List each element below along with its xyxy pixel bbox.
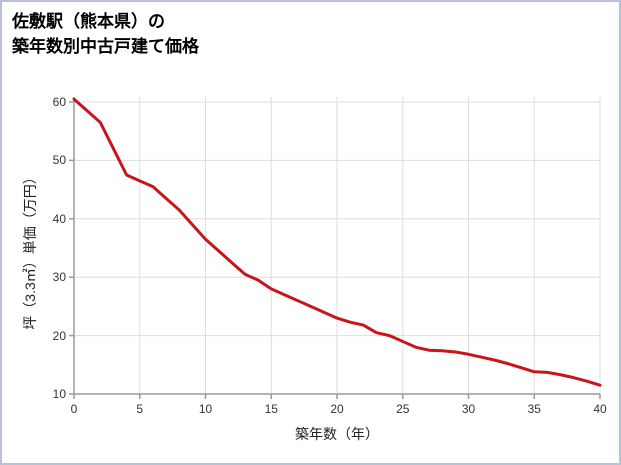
x-tick-label: 25 <box>396 402 410 416</box>
y-tick-label: 10 <box>52 387 66 401</box>
y-tick-label: 60 <box>52 95 66 109</box>
y-tick-label: 20 <box>52 328 66 343</box>
x-tick-label: 15 <box>264 402 278 416</box>
chart-title-line1: 佐敷駅（熊本県）の <box>12 12 165 31</box>
y-tick-label: 40 <box>52 211 66 226</box>
y-tick-label: 50 <box>52 153 66 168</box>
x-tick-label: 40 <box>593 402 607 416</box>
chart-title: 佐敷駅（熊本県）の 築年数別中古戸建て価格 <box>12 10 199 59</box>
y-tick-label: 30 <box>52 270 66 285</box>
x-tick-label: 10 <box>198 402 213 416</box>
x-tick-label: 30 <box>461 402 476 416</box>
x-tick-label: 0 <box>70 402 78 416</box>
chart-title-line2: 築年数別中古戸建て価格 <box>12 36 199 56</box>
x-axis-label: 築年数（年） <box>295 426 379 442</box>
x-tick-label: 20 <box>330 402 344 416</box>
y-axis-label: 坪（3.3㎡）単価（万円） <box>22 170 38 330</box>
x-tick-label: 35 <box>527 402 541 416</box>
price-line <box>72 97 602 387</box>
x-tick-label: 5 <box>136 402 144 416</box>
